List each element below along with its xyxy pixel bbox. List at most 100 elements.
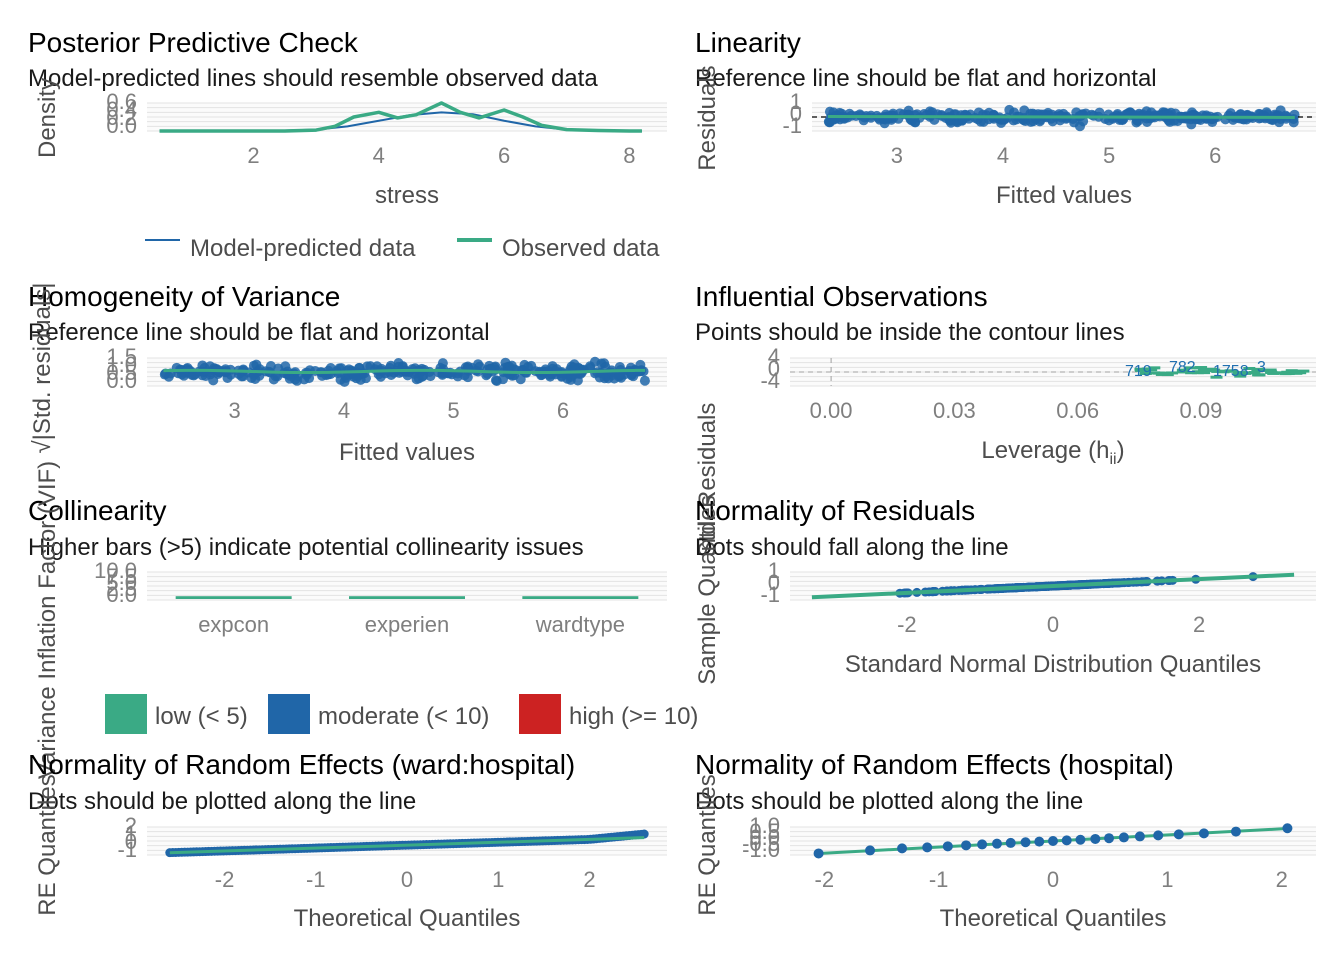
y-tick-label: 0.0 <box>106 368 137 393</box>
y-tick-label: 0 <box>768 570 780 595</box>
point-label: 719 <box>1125 363 1152 380</box>
y-tick-label: 7.5 <box>106 564 137 589</box>
reference-line <box>169 836 645 855</box>
data-point <box>500 357 511 368</box>
data-point <box>1267 114 1278 125</box>
y-axis-label: Variance Inflation Factor (VIF) <box>34 461 61 779</box>
data-point <box>1224 369 1237 373</box>
data-point <box>1173 829 1184 840</box>
x-label-sub: ii <box>1109 451 1116 468</box>
bar-wardtype <box>522 596 639 599</box>
data-point <box>1005 837 1016 848</box>
data-point <box>1075 834 1086 845</box>
data-point <box>189 369 200 380</box>
y-tick-label: 0.4 <box>106 97 137 122</box>
y-tick-label: 1 <box>768 558 780 583</box>
y-tick-label: -1.0 <box>742 837 780 862</box>
x-tick-label: 0.06 <box>1056 398 1099 423</box>
data-point <box>1200 369 1213 373</box>
data-point <box>1294 371 1307 375</box>
panel-subtitle: Dots should fall along the line <box>695 534 1009 561</box>
y-tick-label: 0.6 <box>106 89 137 114</box>
y-tick-label: 0.0 <box>106 582 137 607</box>
y-tick-label: 2 <box>125 813 137 838</box>
data-point <box>991 838 1002 849</box>
legend-label-observed: Observed data <box>502 235 660 262</box>
x-tick-label: 3 <box>891 143 903 168</box>
data-point <box>1148 366 1161 370</box>
data-point <box>1034 836 1045 847</box>
data-point <box>246 372 257 383</box>
y-tick-label: 2.5 <box>106 576 137 601</box>
bar-experien <box>349 596 465 599</box>
data-point <box>1134 831 1145 842</box>
x-tick-label: 6 <box>557 398 569 423</box>
panel-title: Influential Observations <box>695 281 988 312</box>
data-point <box>573 368 584 379</box>
legend-label-1: moderate (< 10) <box>318 703 489 730</box>
y-tick-label: -4 <box>760 368 780 393</box>
y-tick-label: 0.0 <box>106 113 137 138</box>
y-tick-label: 0 <box>790 101 802 126</box>
x-tick-label: 2 <box>583 867 595 892</box>
y-tick-label: 1.0 <box>749 813 780 838</box>
y-tick-label: 1.5 <box>106 344 137 369</box>
legend-swatch-1 <box>268 694 310 734</box>
y-tick-label: 0.5 <box>749 819 780 844</box>
x-tick-label: 2 <box>247 143 259 168</box>
data-point <box>922 842 933 853</box>
panel-ppc: Posterior Predictive Check Model-predicte… <box>28 27 667 262</box>
legend-swatch-2 <box>519 694 561 734</box>
y-axis-label: Residuals <box>694 65 721 170</box>
data-point <box>921 109 932 120</box>
y-tick-label: -1 <box>782 113 802 138</box>
panel-subtitle: Reference line should be flat and horizo… <box>28 319 490 346</box>
bar-expcon <box>175 596 292 599</box>
y-tick-label: 1.0 <box>106 352 137 377</box>
y-tick-label: 1 <box>125 821 137 846</box>
y-tick-label: -0.5 <box>742 831 780 856</box>
data-point <box>1176 368 1189 372</box>
data-point <box>1288 117 1299 128</box>
panel-title: Normality of Random Effects (ward:hospit… <box>28 749 575 780</box>
data-point <box>1009 107 1020 118</box>
y-tick-label: 0.2 <box>106 105 137 130</box>
data-point <box>958 113 969 124</box>
x-tick-label: 0.09 <box>1180 398 1223 423</box>
panel-title: Posterior Predictive Check <box>28 27 359 58</box>
x-tick-label: 5 <box>1103 143 1115 168</box>
data-point <box>323 365 334 376</box>
y-tick-label: 5.0 <box>106 570 137 595</box>
data-point <box>1210 375 1223 379</box>
data-point <box>897 843 908 854</box>
data-point <box>1090 833 1101 844</box>
x-tick-label: 4 <box>373 143 385 168</box>
point-label: 782 <box>1169 359 1196 376</box>
x-axis-label: stress <box>375 182 439 209</box>
x-tick-label: 0 <box>1047 612 1059 637</box>
x-tick-label: expcon <box>198 612 269 637</box>
data-point <box>1048 836 1058 846</box>
x-tick-label: 0 <box>1047 867 1059 892</box>
data-point <box>1267 371 1280 375</box>
y-axis-label: √|Std. residuals| <box>29 282 56 453</box>
x-axis-label: Fitted values <box>339 439 475 466</box>
data-point <box>1185 371 1198 375</box>
data-point <box>1020 837 1031 848</box>
x-label-end: ) <box>1117 437 1125 464</box>
y-tick-label: 10.0 <box>94 558 137 583</box>
panel-title: Normality of Random Effects (hospital) <box>695 749 1174 780</box>
point-label: 3 <box>1257 359 1266 376</box>
x-tick-label: -2 <box>215 867 235 892</box>
data-point <box>304 373 315 384</box>
data-point <box>1279 372 1292 376</box>
data-point <box>1253 373 1266 377</box>
panel-title: Linearity <box>695 27 801 58</box>
x-tick-label: 0 <box>401 867 413 892</box>
panel-subtitle: Points should be inside the contour line… <box>695 319 1125 346</box>
x-axis-label: Standard Normal Distribution Quantiles <box>845 651 1261 678</box>
x-axis-label: Theoretical Quantiles <box>294 905 521 932</box>
y-axis-label: RE Quantiles <box>694 774 721 915</box>
data-point <box>1166 371 1179 375</box>
legend-label-2: high (>= 10) <box>569 703 698 730</box>
